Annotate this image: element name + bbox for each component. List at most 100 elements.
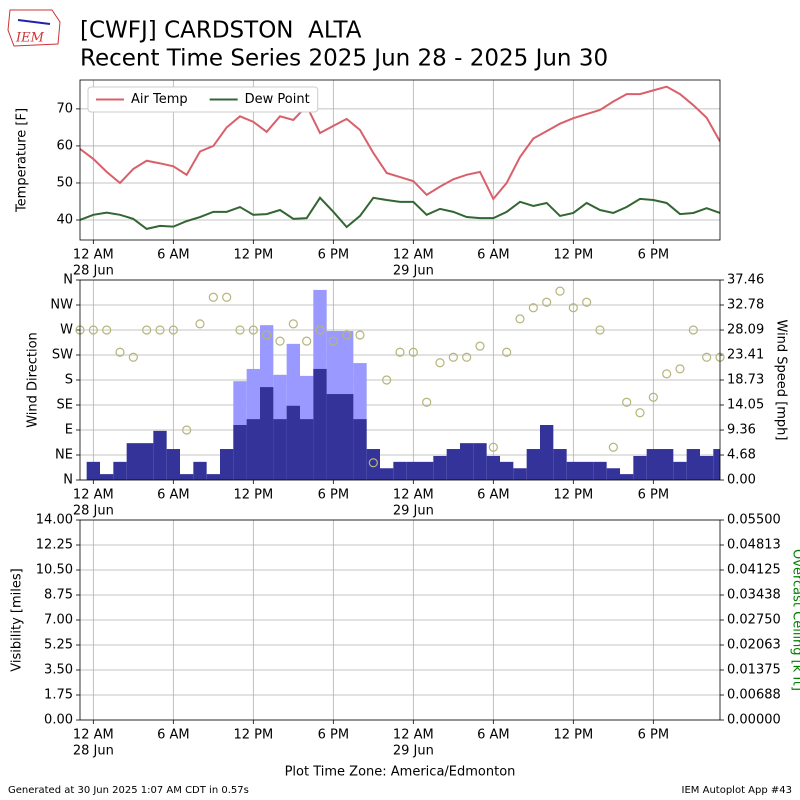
bar <box>500 461 514 480</box>
bar <box>700 455 714 480</box>
y-tick-label: W <box>60 323 73 338</box>
point <box>368 458 378 468</box>
x-date-label: 29 Jun <box>393 264 434 279</box>
x-tick-label: 12 AM <box>73 248 114 263</box>
y2-tick-label: 0.02750 <box>727 613 781 628</box>
y-tick-label: 5.25 <box>44 638 73 653</box>
point <box>262 330 272 340</box>
bar <box>606 468 620 480</box>
y-tick-label: 8.75 <box>44 588 73 603</box>
bar <box>686 449 700 480</box>
y2-tick-label: 18.73 <box>727 373 764 388</box>
point <box>355 330 365 340</box>
bar <box>180 474 194 480</box>
point <box>382 375 392 385</box>
y-tick-label: 0.00 <box>44 713 73 728</box>
y-tick-label: SE <box>57 398 73 413</box>
y2-axis-label: Overcast Ceiling [k ft] <box>790 549 800 691</box>
bar <box>446 449 460 480</box>
y2-tick-label: 32.78 <box>727 297 764 312</box>
y-tick-label: SW <box>52 348 73 363</box>
bar <box>113 461 127 480</box>
y2-tick-label: 14.05 <box>727 397 764 412</box>
y-tick-label: 1.75 <box>44 688 73 703</box>
bar <box>486 455 500 480</box>
point <box>128 352 138 362</box>
point <box>515 314 525 324</box>
x-tick-label: 12 PM <box>233 248 273 263</box>
bar <box>233 425 247 480</box>
x-tick-label: 6 AM <box>477 488 510 503</box>
y2-tick-label: 23.41 <box>727 348 764 363</box>
point <box>182 425 192 435</box>
x-tick-label: 12 AM <box>393 248 434 263</box>
bar <box>660 449 674 480</box>
x-date-label: 28 Jun <box>73 744 114 759</box>
y-axis-label: Wind Direction <box>26 332 41 428</box>
bar <box>86 461 100 480</box>
x-date-label: 29 Jun <box>393 744 434 759</box>
bar <box>460 443 474 480</box>
x-tick-label: 6 AM <box>157 488 190 503</box>
y-tick-label: 10.50 <box>36 563 73 578</box>
y2-tick-label: 0.00000 <box>727 713 781 728</box>
point <box>662 369 672 379</box>
bar <box>220 449 234 480</box>
y-tick-label: E <box>65 423 73 438</box>
point <box>675 364 685 374</box>
y2-tick-label: 0.04813 <box>727 538 781 553</box>
bar <box>420 461 434 480</box>
bar <box>206 474 220 480</box>
bar <box>593 461 607 480</box>
bar <box>353 419 367 480</box>
point <box>475 341 485 351</box>
line <box>80 196 720 230</box>
point <box>88 325 98 335</box>
x-tick-label: 12 PM <box>553 488 593 503</box>
bar <box>340 394 354 480</box>
bar <box>126 443 140 480</box>
line <box>80 85 720 201</box>
y2-tick-label: 0.04125 <box>727 563 781 578</box>
bar <box>153 430 167 480</box>
plot-area <box>86 289 720 480</box>
x-tick-label: 6 AM <box>157 248 190 263</box>
x-tick-label: 12 PM <box>233 728 273 743</box>
bar <box>246 419 260 480</box>
bar <box>633 455 647 480</box>
legend-label: Dew Point <box>245 92 310 107</box>
x-date-label: 28 Jun <box>73 504 114 519</box>
point <box>115 347 125 357</box>
frame <box>79 519 721 721</box>
x-tick-label: 12 AM <box>393 728 434 743</box>
x-tick-label: 12 AM <box>73 488 114 503</box>
point <box>315 325 325 335</box>
y-tick-label: 60 <box>56 138 73 153</box>
y-tick-label: 50 <box>56 175 73 190</box>
point <box>435 358 445 368</box>
x-tick-label: 6 AM <box>477 728 510 743</box>
point <box>595 325 605 335</box>
bar <box>286 405 300 480</box>
y2-tick-label: 0.00 <box>727 473 756 488</box>
x-tick-label: 6 AM <box>157 728 190 743</box>
bar <box>580 461 594 480</box>
point <box>168 325 178 335</box>
y-tick-label: N <box>63 473 73 488</box>
bar <box>473 443 487 480</box>
point <box>395 347 405 357</box>
point <box>608 442 618 452</box>
y-axis-label: Temperature [F] <box>15 108 30 213</box>
y2-tick-label: 37.46 <box>727 273 764 288</box>
x-tick-label: 12 AM <box>73 728 114 743</box>
frame <box>79 279 721 481</box>
logo: IEM <box>7 9 61 47</box>
bar <box>566 461 580 480</box>
legend-box <box>87 86 319 113</box>
y2-tick-label: 0.03438 <box>727 588 781 603</box>
point <box>235 325 245 335</box>
bar <box>646 449 660 480</box>
point <box>488 442 498 452</box>
x-date-label: 29 Jun <box>393 504 434 519</box>
title: [CWFJ] CARDSTON ALTA <box>80 18 362 44</box>
